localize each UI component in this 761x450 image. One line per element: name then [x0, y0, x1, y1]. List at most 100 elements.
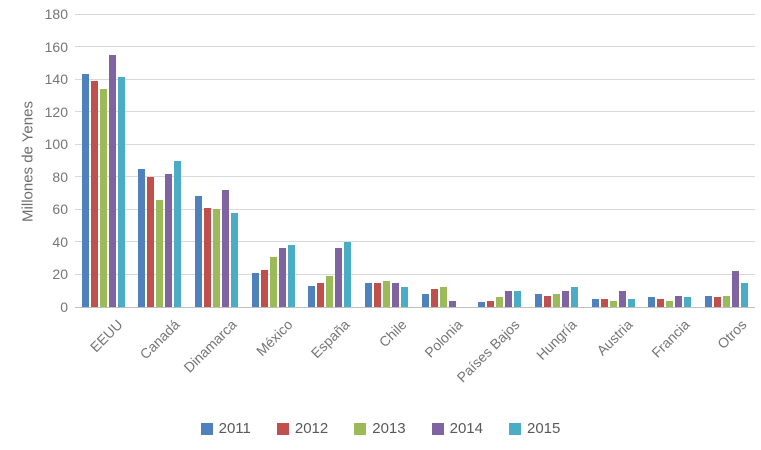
- bar-group-Dinamarca: [188, 189, 245, 307]
- bar-EEUU-2015: [117, 77, 125, 307]
- gridline-160: [75, 46, 755, 48]
- x-label-Dinamarca: Dinamarca: [180, 316, 240, 376]
- bar-Chile-2013: [383, 280, 391, 307]
- legend-label-2012: 2012: [294, 420, 329, 437]
- bar-Dinamarca-2014: [222, 189, 230, 307]
- bar-Francia-2012: [657, 298, 665, 307]
- bar-Polonia-2012: [430, 289, 438, 307]
- bar-Canadá-2012: [147, 176, 155, 307]
- y-tick-40: 40: [52, 233, 68, 250]
- bar-EEUU-2012: [90, 80, 98, 307]
- x-label-Países Bajos: Países Bajos: [453, 316, 523, 386]
- bar-Dinamarca-2015: [231, 212, 239, 307]
- bar-Otros-2013: [723, 295, 731, 307]
- legend-item-2011: 2011: [200, 420, 251, 437]
- bar-EEUU-2014: [108, 54, 116, 307]
- legend-swatch-2011: [200, 422, 213, 435]
- bar-Chile-2011: [365, 282, 373, 307]
- bar-group-EEUU: [75, 54, 132, 307]
- bar-Dinamarca-2013: [213, 209, 221, 307]
- x-label-EEUU: EEUU: [87, 316, 126, 356]
- bar-Dinamarca-2012: [204, 207, 212, 307]
- bar-Chile-2015: [401, 287, 409, 307]
- bar-Austria-2015: [627, 298, 635, 307]
- bar-Hungría-2011: [535, 293, 543, 307]
- bar-Países Bajos-2013: [496, 297, 504, 307]
- bar-Francia-2015: [684, 297, 692, 307]
- x-label-Otros: Otros: [713, 316, 750, 352]
- legend-item-2012: 2012: [276, 420, 329, 437]
- bar-group-Polonia: [415, 287, 472, 307]
- x-label-Chile: Chile: [375, 316, 410, 351]
- bar-Otros-2012: [714, 297, 722, 307]
- bar-group-Hungría: [528, 287, 585, 307]
- bar-Países Bajos-2011: [478, 302, 486, 307]
- bar-Austria-2014: [618, 290, 626, 307]
- bar-EEUU-2013: [99, 88, 107, 307]
- bar-Canadá-2013: [156, 199, 164, 307]
- legend-item-2014: 2014: [431, 420, 483, 437]
- bar-España-2011: [308, 285, 316, 307]
- bar-Polonia-2013: [439, 287, 447, 307]
- y-tick-20: 20: [52, 266, 68, 283]
- gridline-100: [75, 143, 755, 145]
- bar-group-Austria: [585, 290, 642, 307]
- bar-group-España: [302, 241, 359, 307]
- bar-Otros-2011: [705, 295, 713, 307]
- bar-group-México: [245, 245, 302, 307]
- bar-Hungría-2013: [553, 293, 561, 307]
- bar-España-2013: [326, 276, 334, 307]
- gridline-0: [75, 306, 755, 308]
- bar-Polonia-2014: [448, 300, 456, 307]
- bar-EEUU-2011: [81, 74, 89, 307]
- bar-Austria-2011: [591, 298, 599, 307]
- bar-Otros-2015: [741, 282, 749, 307]
- bar-Austria-2013: [609, 300, 617, 307]
- bar-Canadá-2011: [138, 168, 146, 307]
- bar-México-2013: [269, 256, 277, 307]
- bar-Hungría-2012: [544, 295, 552, 307]
- bar-group-Canadá: [132, 160, 189, 307]
- bar-Países Bajos-2012: [487, 300, 495, 307]
- gridline-20: [75, 273, 755, 275]
- legend-label-2011: 2011: [218, 420, 251, 437]
- legend-item-2015: 2015: [509, 420, 560, 437]
- bar-Francia-2014: [675, 295, 683, 307]
- x-label-México: México: [253, 316, 296, 359]
- bar-España-2012: [317, 282, 325, 307]
- plot-area: [75, 13, 755, 308]
- x-label-Hungría: Hungría: [532, 316, 580, 363]
- y-tick-60: 60: [52, 201, 68, 218]
- bar-Austria-2012: [600, 298, 608, 307]
- y-axis-title: Millones de Yenes: [19, 101, 37, 222]
- bar-Canadá-2015: [174, 160, 182, 307]
- bar-México-2015: [287, 245, 295, 307]
- legend-swatch-2015: [509, 422, 521, 435]
- y-tick-100: 100: [44, 136, 68, 153]
- bar-Francia-2013: [666, 300, 674, 307]
- bar-group-Otros: [698, 271, 755, 307]
- gridline-140: [75, 78, 755, 80]
- bar-group-Francia: [642, 295, 699, 307]
- gridline-180: [75, 13, 755, 15]
- bar-Dinamarca-2011: [195, 196, 203, 307]
- bar-Canadá-2014: [165, 173, 173, 307]
- bar-Hungría-2015: [571, 287, 579, 307]
- bar-Chile-2014: [392, 282, 400, 307]
- legend-swatch-2014: [431, 422, 444, 435]
- bar-Francia-2011: [648, 297, 656, 307]
- bar-México-2014: [278, 248, 286, 307]
- gridline-60: [75, 208, 755, 210]
- bar-México-2011: [251, 272, 259, 307]
- legend-item-2013: 2013: [354, 420, 406, 437]
- legend-swatch-2012: [276, 422, 289, 435]
- gridline-80: [75, 176, 755, 178]
- x-label-España: España: [307, 316, 353, 362]
- x-label-Francia: Francia: [648, 316, 693, 361]
- bar-España-2014: [335, 248, 343, 307]
- bar-España-2015: [344, 241, 352, 307]
- bar-group-Países Bajos: [472, 290, 529, 307]
- legend-label-2015: 2015: [527, 420, 561, 437]
- bar-Hungría-2014: [562, 290, 570, 307]
- y-tick-0: 0: [60, 299, 68, 315]
